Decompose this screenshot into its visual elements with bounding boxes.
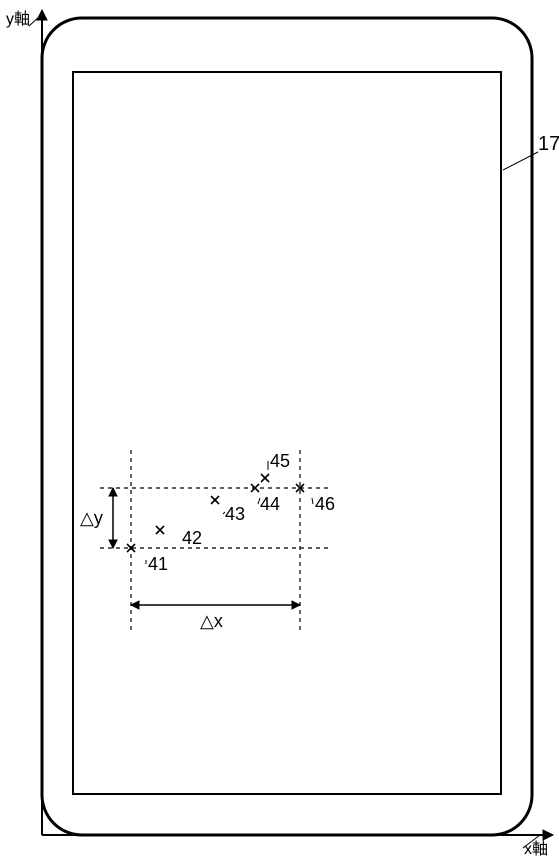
point-45: 45: [268, 451, 290, 471]
point-44-label: 44: [260, 494, 280, 514]
y-axis-label: y軸: [6, 10, 30, 28]
point-46: 46: [312, 494, 335, 514]
phone-outline: [42, 18, 532, 835]
point-42-label: 42: [182, 528, 202, 548]
point-45-label: 45: [270, 451, 290, 471]
point-46-label: 46: [315, 494, 335, 514]
x-axis-label: x軸: [524, 840, 548, 858]
point-43: 43: [223, 504, 245, 524]
ref-17-label: 17: [538, 133, 559, 155]
point-41-label: 41: [148, 554, 168, 574]
point-46-leader: [312, 498, 313, 504]
dim-dy-label: △y: [80, 508, 103, 528]
point-42: 42: [180, 528, 202, 548]
point-41: 41: [146, 554, 168, 574]
dim-dx-label: △x: [200, 611, 223, 631]
point-43-label: 43: [225, 504, 245, 524]
y-axis-leader: [29, 16, 40, 26]
screen-rect: [73, 72, 501, 794]
point-44: 44: [258, 494, 280, 514]
